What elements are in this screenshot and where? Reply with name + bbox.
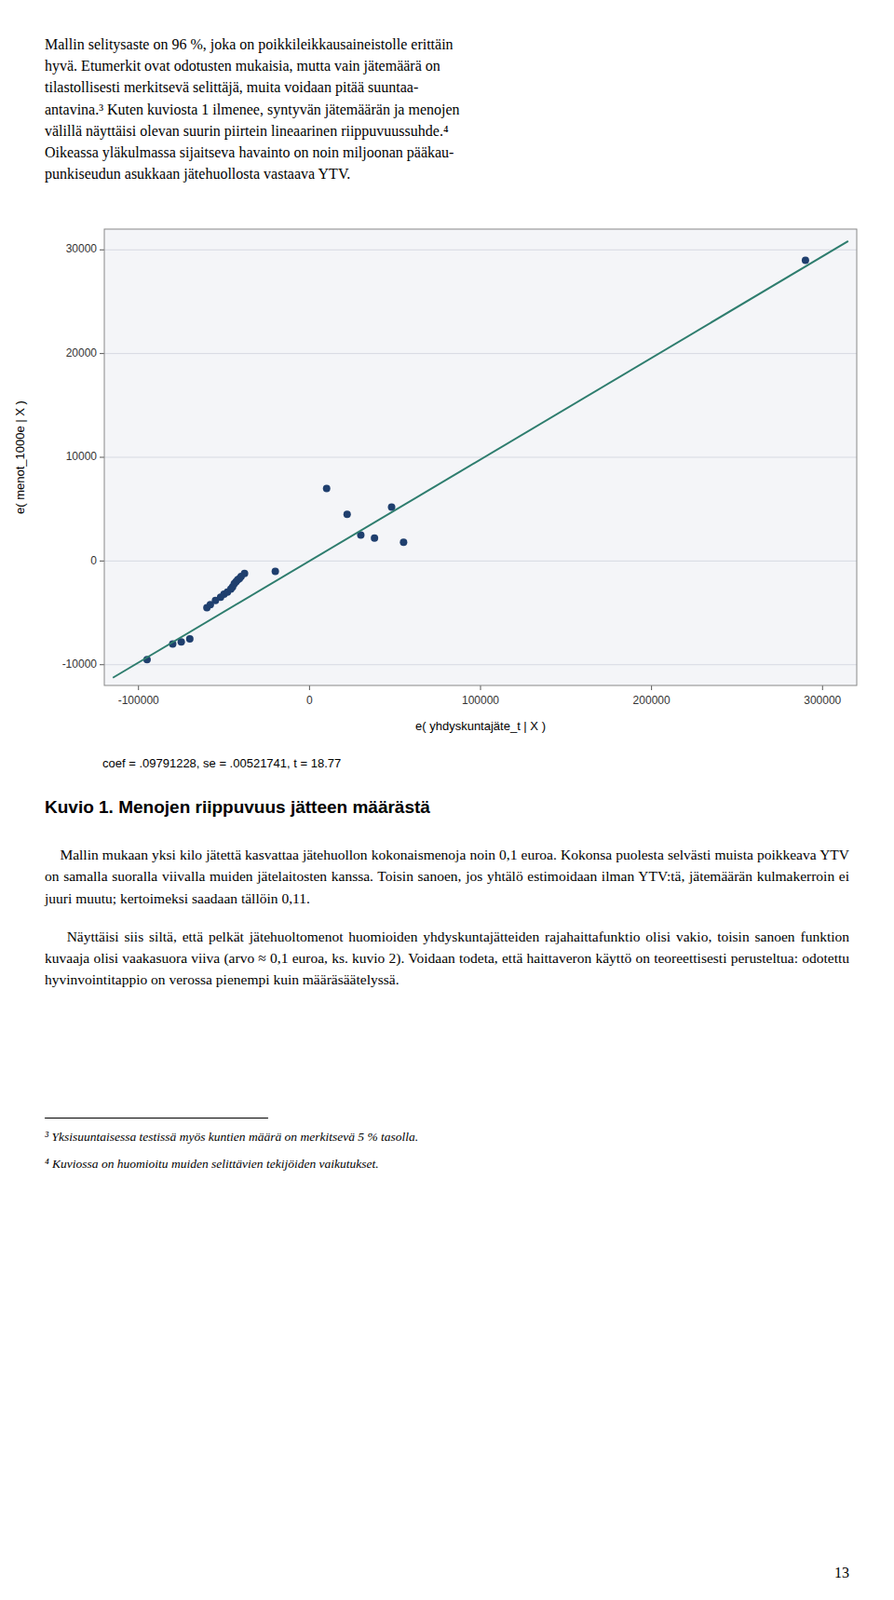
tick-mark bbox=[99, 249, 105, 251]
chart-svg: -100000100002000030000-10000001000002000… bbox=[0, 214, 894, 745]
tick-label: 20000 bbox=[66, 346, 98, 360]
caption: Kuvio 1. Menojen riippuvuus jätteen määr… bbox=[44, 797, 431, 818]
paragraph: Näyttäisi siis siltä, että pelkät jätehu… bbox=[44, 925, 850, 991]
tick-label: 0 bbox=[306, 693, 313, 707]
tick-mark bbox=[137, 685, 139, 691]
tick-label: 300000 bbox=[803, 693, 841, 707]
tick-label: 10000 bbox=[66, 449, 98, 463]
scatter-point bbox=[241, 569, 249, 578]
grid-line bbox=[104, 352, 857, 354]
plot-frame bbox=[104, 229, 857, 686]
chart: -100000100002000030000-10000001000002000… bbox=[0, 214, 894, 749]
scatter-point bbox=[399, 538, 407, 546]
tick-label: -10000 bbox=[62, 657, 98, 671]
tick-label: -100000 bbox=[118, 693, 160, 707]
plot-background bbox=[104, 229, 857, 686]
y-axis-label: e( menot_1000e | X ) bbox=[13, 400, 28, 515]
footnote-rule bbox=[44, 1117, 269, 1119]
paragraph: Mallin mukaan yksi kilo jätettä kasvatta… bbox=[44, 843, 850, 909]
scatter-point bbox=[370, 534, 379, 542]
tick-mark bbox=[822, 685, 824, 691]
grid-line bbox=[104, 457, 857, 459]
tick-mark bbox=[99, 560, 105, 562]
grid-line bbox=[104, 560, 857, 562]
scatter-point bbox=[271, 568, 280, 576]
body-text: Mallin mukaan yksi kilo jätettä kasvatta… bbox=[44, 843, 850, 1008]
page: Mallin selitysaste on 96 %, joka on poik… bbox=[0, 0, 894, 1600]
annotation: coef = .09791228, se = .00521741, t = 18… bbox=[102, 756, 341, 771]
tick-label: 0 bbox=[90, 554, 97, 568]
page-number: 13 bbox=[834, 1564, 850, 1582]
tick-label: 100000 bbox=[461, 693, 500, 707]
regression-line bbox=[112, 241, 849, 678]
tick-mark bbox=[650, 685, 652, 691]
footnote: ³ Yksisuuntaisessa testissä myös kuntien… bbox=[44, 1128, 850, 1147]
plot-marks bbox=[112, 241, 849, 678]
tick-mark bbox=[99, 352, 105, 354]
scatter-point bbox=[323, 484, 331, 492]
tick-mark bbox=[480, 685, 482, 691]
tick-mark bbox=[99, 457, 105, 459]
footnote: ⁴ Kuviossa on huomioitu muiden selittävi… bbox=[44, 1155, 850, 1174]
tick-mark bbox=[99, 663, 105, 665]
scatter-point bbox=[186, 635, 194, 643]
grid-line bbox=[104, 249, 857, 251]
x-axis-label: e( yhdyskuntajäte_t | X ) bbox=[415, 718, 546, 733]
tick-mark bbox=[309, 685, 311, 691]
footnotes: ³ Yksisuuntaisessa testissä myös kuntien… bbox=[44, 1128, 850, 1183]
scatter-point bbox=[801, 256, 810, 264]
tick-label: 200000 bbox=[633, 693, 671, 707]
tick-label: 30000 bbox=[66, 242, 98, 256]
scatter-point bbox=[343, 510, 352, 518]
text-above: Mallin selitysaste on 96 %, joka on poik… bbox=[44, 33, 846, 185]
grid-line bbox=[104, 663, 857, 665]
